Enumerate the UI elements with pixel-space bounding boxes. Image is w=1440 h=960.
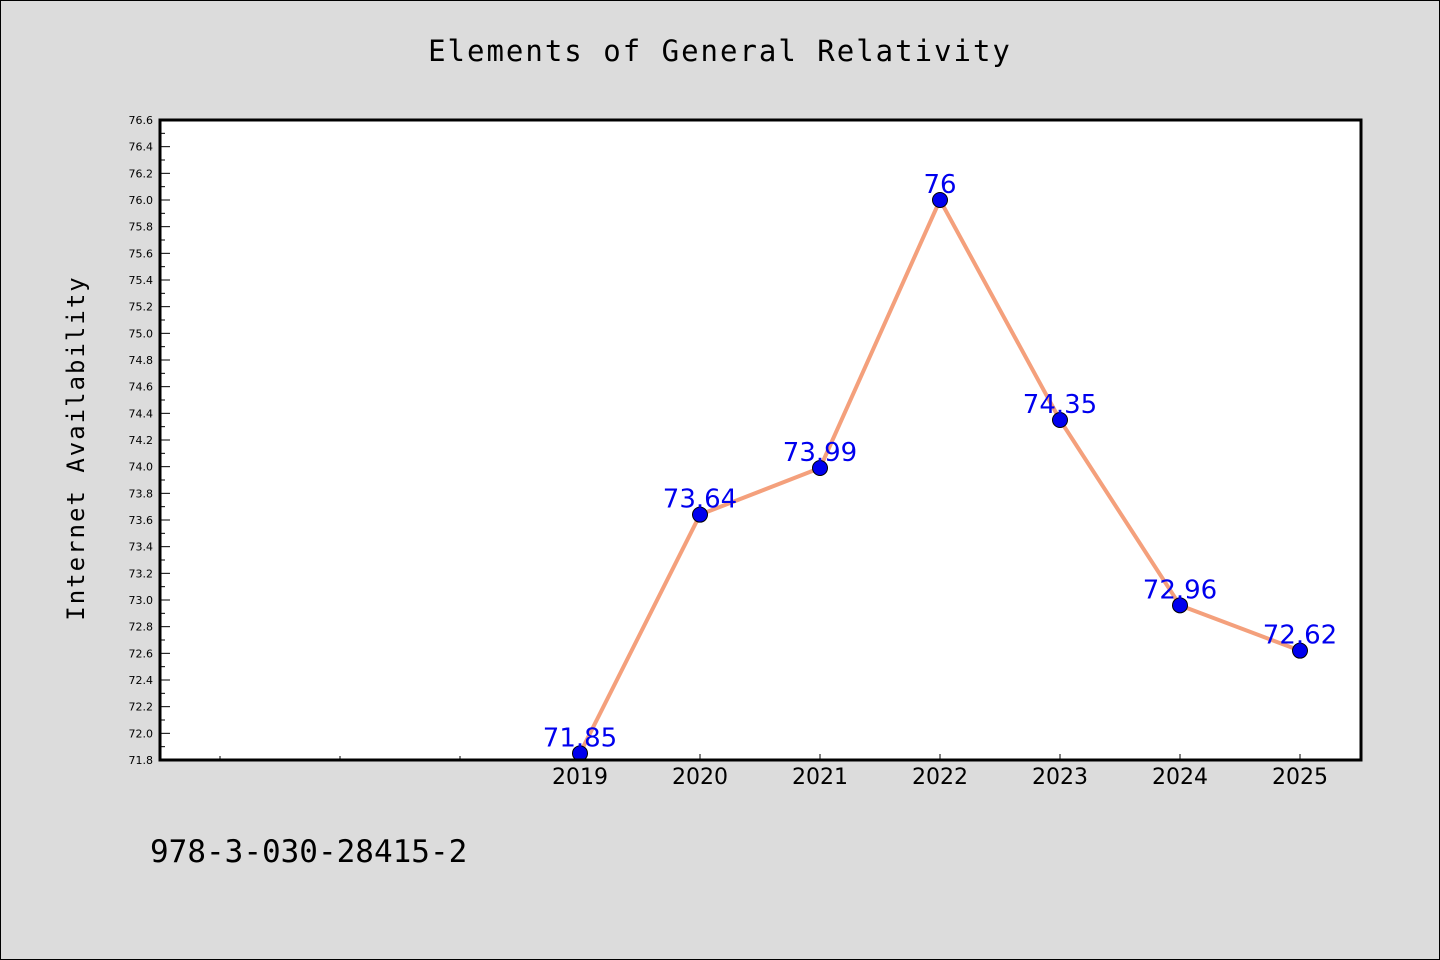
y-tick-label: 76.6 bbox=[129, 114, 154, 127]
data-point-label: 74.35 bbox=[1023, 390, 1097, 420]
y-tick-label: 73.6 bbox=[129, 514, 154, 527]
x-tick-label: 2022 bbox=[912, 765, 968, 790]
y-tick-label: 71.8 bbox=[129, 754, 154, 767]
x-tick-label: 2019 bbox=[552, 765, 608, 790]
y-tick-label: 76.4 bbox=[129, 141, 154, 154]
y-tick-label: 76.0 bbox=[129, 194, 154, 207]
data-point-label: 71.85 bbox=[543, 723, 617, 753]
y-tick-label: 72.8 bbox=[129, 621, 154, 634]
plot-area bbox=[160, 120, 1361, 760]
y-tick-label: 72.4 bbox=[129, 674, 154, 687]
y-tick-label: 74.0 bbox=[129, 461, 154, 474]
data-point-label: 76 bbox=[923, 170, 956, 200]
x-tick-label: 2020 bbox=[672, 765, 728, 790]
y-tick-label: 72.0 bbox=[129, 727, 154, 740]
y-tick-label: 76.2 bbox=[129, 167, 154, 180]
y-tick-label: 74.6 bbox=[129, 381, 154, 394]
data-point-marker bbox=[932, 192, 948, 208]
data-point-label: 73.99 bbox=[783, 438, 857, 468]
data-point-marker bbox=[812, 460, 828, 476]
x-tick-label: 2023 bbox=[1032, 765, 1088, 790]
y-tick-label: 75.6 bbox=[129, 247, 154, 260]
x-tick-label: 2021 bbox=[792, 765, 848, 790]
isbn-text: 978-3-030-28415-2 bbox=[150, 834, 468, 870]
y-tick-label: 74.2 bbox=[129, 434, 154, 447]
data-point-label: 72.62 bbox=[1263, 621, 1337, 651]
data-point-marker bbox=[692, 506, 708, 523]
y-tick-label: 73.0 bbox=[129, 594, 154, 607]
data-point-label: 72.96 bbox=[1143, 575, 1217, 605]
y-tick-label: 75.8 bbox=[129, 221, 154, 234]
y-tick-label: 73.4 bbox=[129, 541, 154, 554]
y-tick-label: 75.2 bbox=[129, 301, 154, 314]
data-point-marker bbox=[1052, 412, 1068, 428]
y-tick-label: 74.8 bbox=[129, 354, 154, 367]
x-tick-label: 2024 bbox=[1152, 765, 1208, 790]
data-point-label: 73.64 bbox=[663, 485, 737, 515]
y-tick-label: 75.0 bbox=[129, 327, 154, 340]
data-point-marker bbox=[1172, 597, 1188, 614]
y-tick-label: 72.2 bbox=[129, 701, 154, 714]
plot-border bbox=[158, 118, 1363, 762]
y-tick-label: 74.4 bbox=[129, 407, 154, 420]
y-tick-label: 72.6 bbox=[129, 647, 154, 660]
data-point-marker bbox=[1292, 642, 1308, 659]
x-tick-label: 2025 bbox=[1272, 765, 1328, 790]
y-tick-label: 75.4 bbox=[129, 274, 154, 287]
y-tick-label: 73.2 bbox=[129, 567, 154, 580]
y-tick-label: 73.8 bbox=[129, 487, 154, 500]
chart-title: Elements of General Relativity bbox=[428, 34, 1012, 68]
